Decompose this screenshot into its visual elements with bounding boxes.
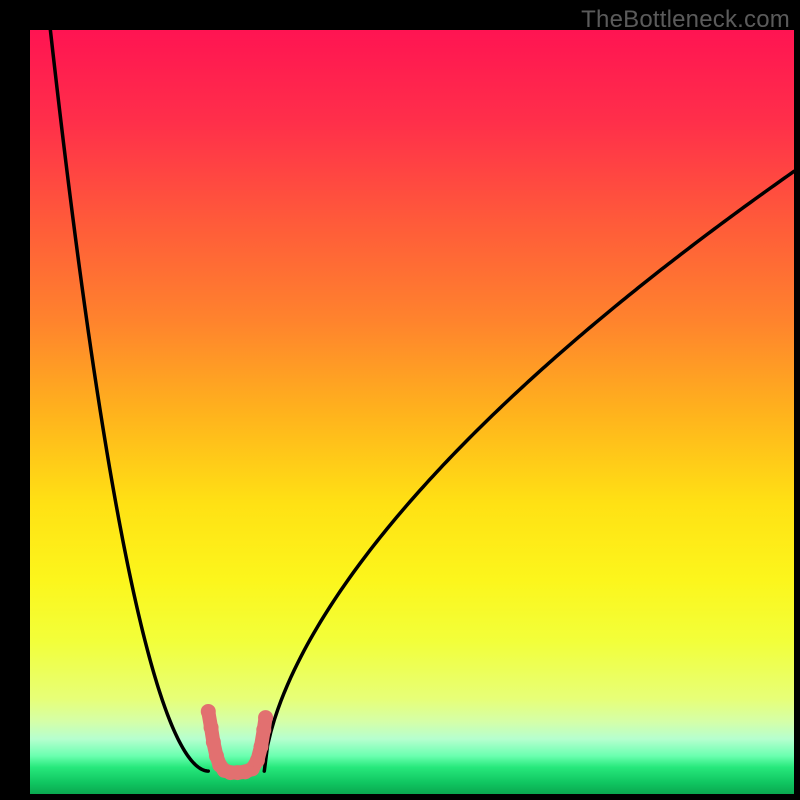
basin-marker-dot [206,735,221,750]
basin-marker [201,704,273,780]
basin-marker-dot [204,720,219,735]
basin-marker-dot [250,753,265,768]
basin-marker-dot [258,710,273,725]
plot-frame [30,30,794,794]
chart-stage: TheBottleneck.com [0,0,800,800]
curve-left-branch [50,30,208,771]
basin-marker-dot [201,704,216,719]
watermark-text: TheBottleneck.com [581,6,790,34]
curve-right-branch [264,171,794,771]
basin-marker-dot [253,739,268,754]
curve-layer [30,30,794,794]
